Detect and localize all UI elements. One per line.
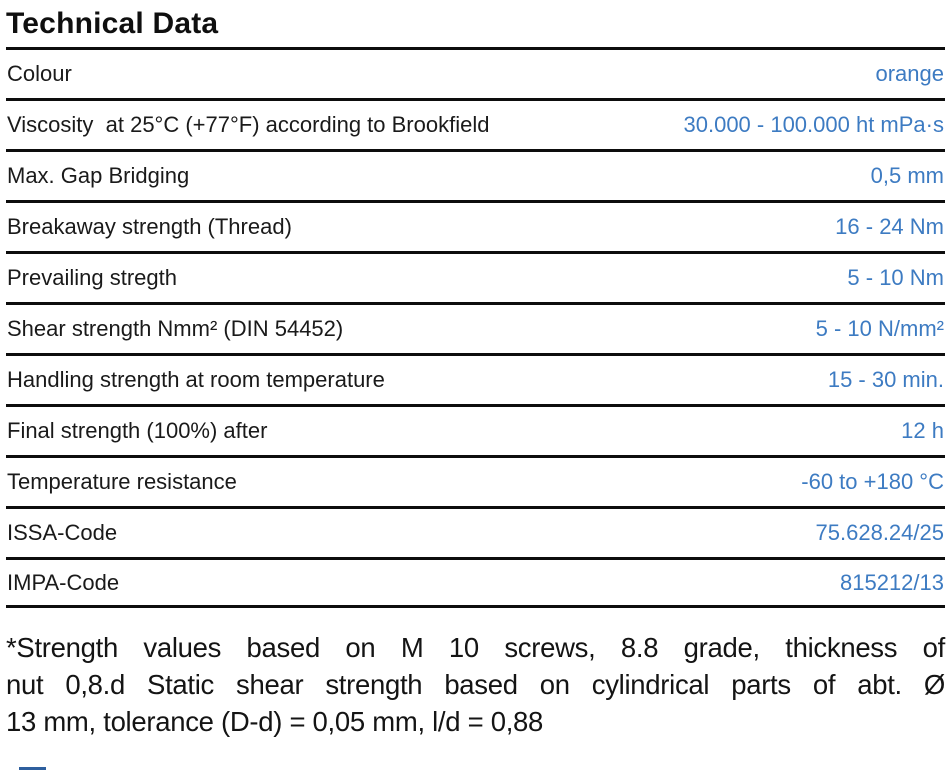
row-value: 12 h <box>901 418 944 443</box>
table-row-colour: Colour orange <box>6 47 945 98</box>
row-value: 15 - 30 min. <box>827 367 944 392</box>
table-row-temperature-resistance: Temperature resistance -60 to +180 °C <box>6 455 945 506</box>
row-label: Final strength (100%) after <box>7 418 268 443</box>
row-value: 5 - 10 Nm <box>847 265 944 290</box>
table-row-viscosity: Viscosity at 25°C (+77°F) according to B… <box>6 98 945 149</box>
strength-footnote: *Strength values based on M 10 screws, 8… <box>6 629 945 740</box>
row-label: Breakaway strength (Thread) <box>7 214 292 239</box>
row-label: Colour <box>7 61 72 86</box>
row-label: IMPA-Code <box>7 569 120 595</box>
row-value: 75.628.24/25 <box>815 520 944 545</box>
row-value: 0,5 mm <box>870 163 944 188</box>
row-label: Viscosity at 25°C (+77°F) according to B… <box>7 112 490 137</box>
row-label: Shear strength Nmm² (DIN 54452) <box>7 316 344 341</box>
technical-data-table: Colour orange Viscosity at 25°C (+77°F) … <box>6 47 945 608</box>
page-title: Technical Data <box>6 7 219 40</box>
row-label: Temperature resistance <box>7 469 237 494</box>
row-label: Prevailing stregth <box>7 265 177 290</box>
row-value: 30.000 - 100.000 ht mPa·s <box>683 112 945 137</box>
table-row-issa-code: ISSA-Code 75.628.24/25 <box>6 506 945 557</box>
footnote-line: *Strength values based on M 10 screws, 8… <box>6 632 945 663</box>
table-row-prevailing-strength: Prevailing stregth 5 - 10 Nm <box>6 251 945 302</box>
row-label: ISSA-Code <box>7 520 118 545</box>
row-value: 5 - 10 N/mm² <box>815 316 944 341</box>
row-value: 16 - 24 Nm <box>835 214 944 239</box>
cropped-blue-mark <box>19 767 46 770</box>
row-label: Max. Gap Bridging <box>7 163 190 188</box>
footnote-line: 13 mm, tolerance (D-d) = 0,05 mm, l/d = … <box>6 706 544 737</box>
row-value: orange <box>875 61 944 86</box>
table-row-handling-strength: Handling strength at room temperature 15… <box>6 353 945 404</box>
row-label: Handling strength at room temperature <box>7 367 385 392</box>
table-row-breakaway-strength: Breakaway strength (Thread) 16 - 24 Nm <box>6 200 945 251</box>
row-value: -60 to +180 °C <box>801 469 944 494</box>
table-row-gap-bridging: Max. Gap Bridging 0,5 mm <box>6 149 945 200</box>
row-value: 815212/13 <box>840 569 944 595</box>
footnote-line: nut 0,8.d Static shear strength based on… <box>6 669 945 700</box>
table-row-final-strength: Final strength (100%) after 12 h <box>6 404 945 455</box>
table-row-impa-code: IMPA-Code 815212/13 <box>6 557 945 608</box>
table-row-shear-strength: Shear strength Nmm² (DIN 54452) 5 - 10 N… <box>6 302 945 353</box>
